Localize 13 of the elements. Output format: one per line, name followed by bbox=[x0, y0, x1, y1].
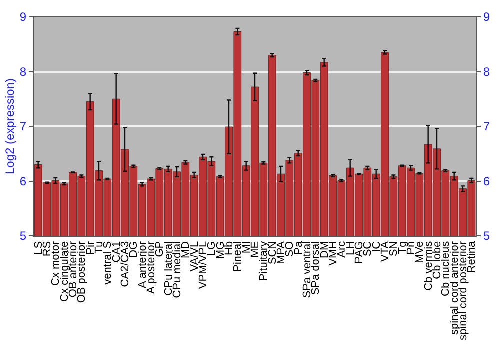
y2-tick-label: 8 bbox=[483, 64, 490, 79]
y-tick-label: 6 bbox=[20, 174, 27, 188]
y-tick-label: 7 bbox=[20, 120, 27, 134]
x-tick-label: A posterior bbox=[146, 241, 158, 294]
y2-tick-label: 5 bbox=[483, 229, 490, 244]
y-axis-title: Log2 (expression) bbox=[3, 78, 18, 175]
y-tick-label: 9 bbox=[20, 10, 27, 24]
y-tick-label: 5 bbox=[20, 229, 27, 244]
x-tick-label: Tg bbox=[396, 241, 409, 254]
y2-tick-label: 9 bbox=[483, 10, 490, 24]
y2-tick-label: 6 bbox=[483, 174, 490, 188]
y-tick-label: 8 bbox=[20, 64, 27, 79]
y2-tick-label: 7 bbox=[483, 120, 490, 134]
